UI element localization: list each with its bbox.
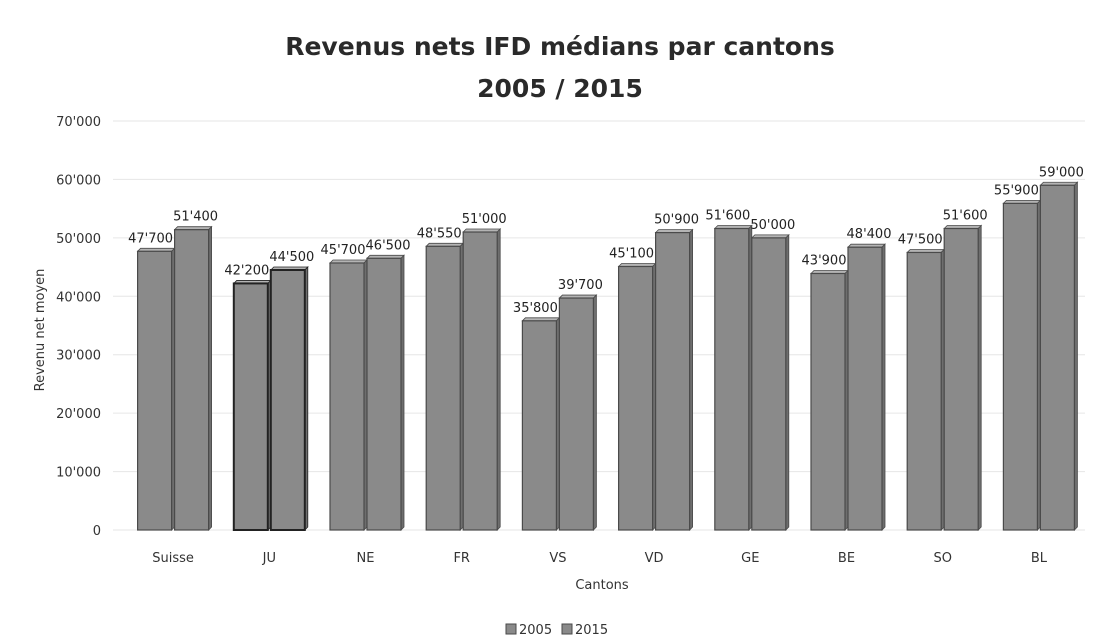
data-label: 43'900 xyxy=(802,253,847,268)
data-label: 55'900 xyxy=(994,183,1039,198)
data-label: 59'000 xyxy=(1039,165,1084,180)
data-label: 51'400 xyxy=(173,210,218,225)
x-tick-label: VD xyxy=(645,551,664,566)
bar-so-2015 xyxy=(943,227,979,531)
x-tick-label: GE xyxy=(741,551,759,566)
x-tick-label: FR xyxy=(453,551,470,566)
bar-vs-2005 xyxy=(521,320,558,531)
x-tick-label: SO xyxy=(933,551,951,566)
x-tick-label: BE xyxy=(838,551,855,566)
y-tick-label: 0 xyxy=(93,524,101,539)
data-label: 47'700 xyxy=(128,231,173,246)
bar-ne-2015 xyxy=(366,257,402,531)
data-label: 44'500 xyxy=(269,250,314,265)
data-label: 48'550 xyxy=(417,226,462,241)
bar-ju-2005 xyxy=(232,282,269,531)
bar-suisse-2005 xyxy=(137,250,173,531)
bar-so-2005 xyxy=(906,251,942,531)
legend-swatch xyxy=(561,623,573,635)
bar-bl-2005 xyxy=(1002,202,1039,531)
chart-title: Revenus nets IFD médians par cantons xyxy=(285,32,835,61)
legend-swatch xyxy=(505,623,517,635)
bar-vd-2005 xyxy=(617,265,654,531)
bar-fr-2005 xyxy=(425,245,461,531)
data-label: 45'100 xyxy=(609,246,654,261)
data-label: 50'900 xyxy=(654,213,699,228)
data-label: 45'700 xyxy=(321,243,366,258)
data-label: 39'700 xyxy=(558,278,603,293)
x-axis-label: Cantons xyxy=(575,578,629,593)
y-axis-label: Revenu net moyen xyxy=(33,269,48,392)
y-tick-label: 70'000 xyxy=(56,115,101,130)
x-tick-label: BL xyxy=(1031,551,1048,566)
legend-label: 2005 xyxy=(519,623,552,638)
y-tick-label: 10'000 xyxy=(56,466,101,481)
bar-suisse-2015 xyxy=(174,229,210,531)
bar-ne-2005 xyxy=(329,262,365,531)
data-label: 42'200 xyxy=(224,263,269,278)
bar-ge-2015 xyxy=(751,237,787,531)
y-tick-label: 30'000 xyxy=(56,349,101,364)
y-tick-label: 20'000 xyxy=(56,407,101,422)
data-label: 51'600 xyxy=(943,209,988,224)
y-tick-label: 40'000 xyxy=(56,290,101,305)
data-label: 48'400 xyxy=(847,227,892,242)
bars xyxy=(136,181,1079,531)
data-label: 35'800 xyxy=(513,301,558,316)
bar-bl-2015 xyxy=(1039,184,1076,531)
bar-be-2015 xyxy=(847,246,883,531)
data-label: 50'000 xyxy=(750,218,795,233)
bar-fr-2015 xyxy=(462,231,498,531)
bar-ju-2015 xyxy=(269,268,306,531)
x-tick-label: VS xyxy=(549,551,566,566)
bar-be-2005 xyxy=(810,272,846,531)
x-tick-label: Suisse xyxy=(152,551,194,566)
x-tick-label: NE xyxy=(357,551,375,566)
data-label: 51'000 xyxy=(462,212,507,227)
data-label: 46'500 xyxy=(366,238,411,253)
legend-label: 2015 xyxy=(575,623,608,638)
chart-subtitle: 2005 / 2015 xyxy=(477,74,643,103)
data-label: 51'600 xyxy=(705,209,750,224)
bar-vs-2015 xyxy=(558,297,595,531)
data-label: 47'500 xyxy=(898,232,943,247)
x-tick-label: JU xyxy=(262,551,276,566)
legend: 2005 2015 xyxy=(505,623,608,638)
y-tick-label: 50'000 xyxy=(56,232,101,247)
bar-vd-2015 xyxy=(654,231,691,531)
x-axis-ticks: Suisse JU NE FR VS VD GE BE SO BL xyxy=(152,551,1047,566)
bar-ge-2005 xyxy=(714,227,750,531)
y-axis-ticks: 0 10'000 20'000 30'000 40'000 50'000 60'000 70'… xyxy=(56,115,101,539)
y-tick-label: 60'000 xyxy=(56,173,101,188)
